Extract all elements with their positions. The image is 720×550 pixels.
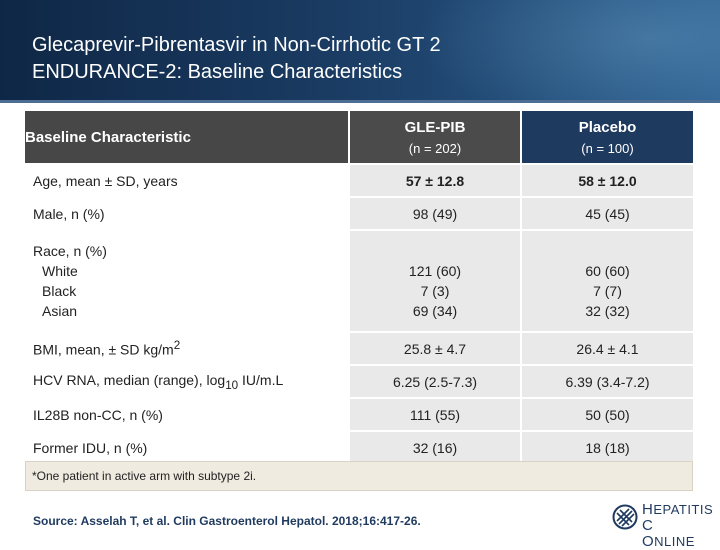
- table-row-il28b: IL28B non-CC, n (%) 111 (55) 50 (50): [25, 397, 693, 430]
- row-value-placebo: 6.39 (3.4-7.2): [520, 364, 693, 397]
- row-value-gle-pib: 6.25 (2.5-7.3): [348, 364, 520, 397]
- race-heading: Race, n (%): [33, 243, 107, 259]
- row-value-placebo: 45 (45): [520, 196, 693, 229]
- table-header-row: Baseline Characteristic GLE-PIB (n = 202…: [25, 111, 693, 163]
- row-value-placebo: 26.4 ± 4.1: [520, 331, 693, 364]
- table-row-male: Male, n (%) 98 (49) 45 (45): [25, 196, 693, 229]
- row-label-race: Race, n (%) White Black Asian: [25, 229, 348, 331]
- row-label: IL28B non-CC, n (%): [25, 397, 348, 430]
- logo-text: HEPATITIS C ONLINE: [642, 502, 716, 550]
- header-glow: [400, 0, 720, 100]
- arm2-n: (n = 100): [581, 140, 634, 156]
- baseline-table: Baseline Characteristic GLE-PIB (n = 202…: [25, 111, 693, 463]
- header-placebo: Placebo (n = 100): [520, 111, 693, 163]
- logo-mark-icon: [612, 504, 638, 530]
- row-label: BMI, mean, ± SD kg/m2: [25, 331, 348, 364]
- logo-nline: NLINE: [654, 534, 695, 549]
- hcv-label-text: HCV RNA, median (range), log: [33, 371, 226, 388]
- table-row-hcv-rna: HCV RNA, median (range), log10 IU/m.L 6.…: [25, 364, 693, 397]
- race-white-placebo: 60 (60): [585, 263, 630, 279]
- footnote: *One patient in active arm with subtype …: [25, 461, 693, 491]
- row-value-gle-pib: 111 (55): [348, 397, 520, 430]
- row-value-placebo: 50 (50): [520, 397, 693, 430]
- header-baseline-characteristic: Baseline Characteristic: [25, 111, 348, 163]
- logo-epatitis: EPATITIS: [653, 502, 714, 517]
- hcv-label-tail: IU/m.L: [238, 371, 284, 388]
- row-label: Former IDU, n (%): [25, 430, 348, 463]
- race-black-placebo: 7 (7): [593, 283, 622, 299]
- header-divider: [0, 100, 720, 103]
- race-asian-gle-pib: 69 (34): [412, 303, 458, 319]
- table-row-race: Race, n (%) White Black Asian 121 (60) 7…: [25, 229, 693, 331]
- row-label: Male, n (%): [25, 196, 348, 229]
- logo-c: C: [642, 517, 654, 534]
- race-asian-placebo: 32 (32): [585, 303, 630, 319]
- arm1-n: (n = 202): [408, 140, 462, 156]
- hepatitis-c-online-logo: HEPATITIS C ONLINE: [612, 500, 716, 550]
- table-row-age: Age, mean ± SD, years 57 ± 12.8 58 ± 12.…: [25, 163, 693, 196]
- arm2-name: Placebo: [578, 118, 637, 136]
- race-asian-label: Asian: [42, 303, 78, 319]
- row-value-gle-pib: 121 (60) 7 (3) 69 (34): [348, 229, 520, 331]
- bmi-label-sup: 2: [173, 339, 181, 353]
- slide-title: Glecaprevir-Pibrentasvir in Non-Cirrhoti…: [32, 32, 692, 86]
- hcv-label-sub: 10: [225, 378, 239, 392]
- source-citation: Source: Asselah T, et al. Clin Gastroent…: [33, 514, 421, 528]
- race-black-label: Black: [42, 283, 77, 299]
- row-label: HCV RNA, median (range), log10 IU/m.L: [25, 364, 348, 397]
- row-value-gle-pib: 98 (49): [348, 196, 520, 229]
- row-value-placebo: 58 ± 12.0: [520, 163, 693, 196]
- row-value-placebo: 60 (60) 7 (7) 32 (32): [520, 229, 693, 331]
- arm1-name: GLE-PIB: [404, 118, 466, 136]
- table-row-bmi: BMI, mean, ± SD kg/m2 25.8 ± 4.7 26.4 ± …: [25, 331, 693, 364]
- slide-header: Glecaprevir-Pibrentasvir in Non-Cirrhoti…: [0, 0, 720, 100]
- table-row-former-idu: Former IDU, n (%) 32 (16) 18 (18): [25, 430, 693, 463]
- logo-h: H: [642, 501, 654, 518]
- title-line-2: ENDURANCE-2: Baseline Characteristics: [32, 61, 403, 83]
- logo-o: O: [642, 533, 655, 550]
- row-label: Age, mean ± SD, years: [25, 163, 348, 196]
- bmi-label-text: BMI, mean, ± SD kg/m: [33, 341, 174, 358]
- race-black-gle-pib: 7 (3): [420, 283, 450, 299]
- header-gle-pib: GLE-PIB (n = 202): [348, 111, 520, 163]
- race-white-gle-pib: 121 (60): [408, 263, 462, 279]
- row-value-gle-pib: 25.8 ± 4.7: [348, 331, 520, 364]
- row-value-gle-pib: 57 ± 12.8: [348, 163, 520, 196]
- title-line-1: Glecaprevir-Pibrentasvir in Non-Cirrhoti…: [32, 34, 441, 56]
- row-value-gle-pib: 32 (16): [348, 430, 520, 463]
- race-white-label: White: [42, 263, 78, 279]
- row-value-placebo: 18 (18): [520, 430, 693, 463]
